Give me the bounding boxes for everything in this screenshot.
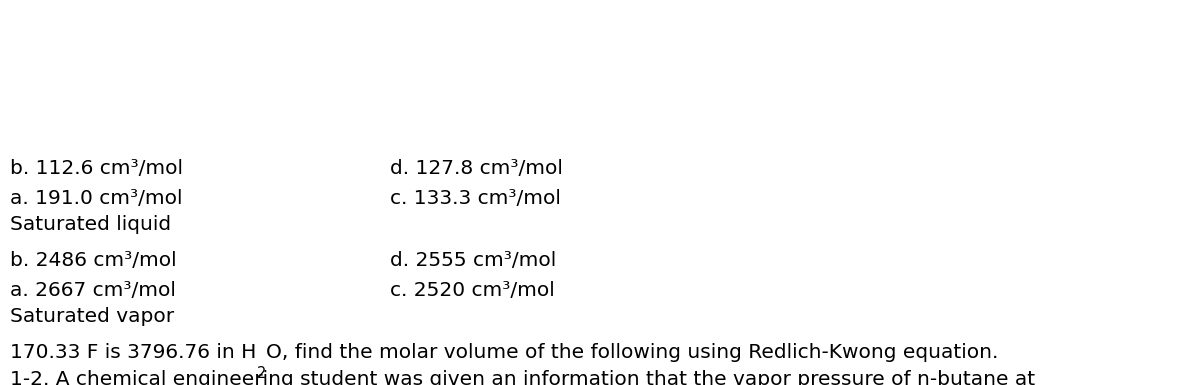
Text: d. 2555 cm³/mol: d. 2555 cm³/mol [390,251,557,270]
Text: Saturated liquid: Saturated liquid [10,215,172,234]
Text: b. 2486 cm³/mol: b. 2486 cm³/mol [10,251,176,270]
Text: d. 127.8 cm³/mol: d. 127.8 cm³/mol [390,159,563,178]
Text: 2: 2 [257,366,265,381]
Text: c. 133.3 cm³/mol: c. 133.3 cm³/mol [390,189,560,208]
Text: Saturated vapor: Saturated vapor [10,307,174,326]
Text: b. 112.6 cm³/mol: b. 112.6 cm³/mol [10,159,182,178]
Text: a. 191.0 cm³/mol: a. 191.0 cm³/mol [10,189,182,208]
Text: O, find the molar volume of the following using Redlich-Kwong equation.: O, find the molar volume of the followin… [265,343,998,362]
Text: 170.33 F is 3796.76 in H: 170.33 F is 3796.76 in H [10,343,257,362]
Text: a. 2667 cm³/mol: a. 2667 cm³/mol [10,281,176,300]
Text: 1-2. A chemical engineering student was given an information that the vapor pres: 1-2. A chemical engineering student was … [10,370,1036,385]
Text: c. 2520 cm³/mol: c. 2520 cm³/mol [390,281,554,300]
